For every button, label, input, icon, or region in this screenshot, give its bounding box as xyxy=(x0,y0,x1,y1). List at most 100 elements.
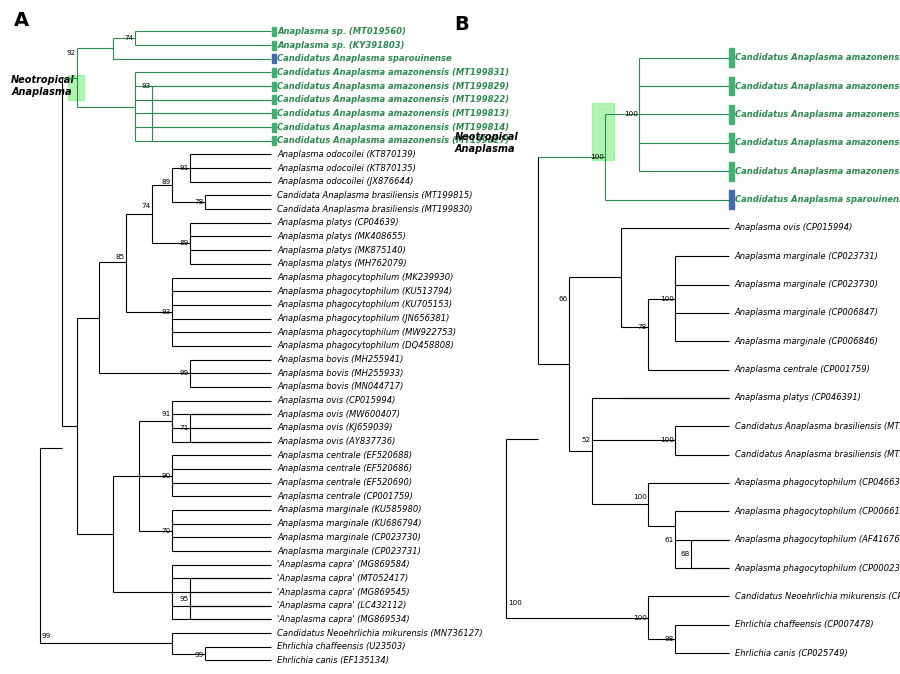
Text: Candidatus Anaplasma brasiliensis (MT267344): Candidatus Anaplasma brasiliensis (MT267… xyxy=(734,450,900,459)
Text: 68: 68 xyxy=(680,551,689,557)
Text: 100: 100 xyxy=(660,437,673,443)
Text: Candidatus Neoehrlichia mikurensis (CP066557): Candidatus Neoehrlichia mikurensis (CP06… xyxy=(734,592,900,601)
Text: 'Anaplasma capra' (LC432112): 'Anaplasma capra' (LC432112) xyxy=(277,601,407,610)
Text: 85: 85 xyxy=(115,254,124,260)
Text: Anaplasma phagocytophilum (AF416766): Anaplasma phagocytophilum (AF416766) xyxy=(734,535,900,544)
Text: Anaplasma bovis (MN044717): Anaplasma bovis (MN044717) xyxy=(277,382,403,392)
Text: Anaplasma platys (CP04639): Anaplasma platys (CP04639) xyxy=(277,218,399,227)
Bar xyxy=(592,103,614,160)
Text: 95: 95 xyxy=(179,596,188,602)
Bar xyxy=(729,133,733,152)
Text: 100: 100 xyxy=(590,154,604,160)
Bar xyxy=(272,82,275,90)
Text: Anaplasma marginale (CP023731): Anaplasma marginale (CP023731) xyxy=(734,251,878,261)
Text: 100: 100 xyxy=(633,615,646,621)
Text: Anaplasma phagocytophilum (CP046639): Anaplasma phagocytophilum (CP046639) xyxy=(734,479,900,487)
Text: Anaplasma odocoilei (KT870135): Anaplasma odocoilei (KT870135) xyxy=(277,164,416,173)
Text: Neotropical
Anaplasma: Neotropical Anaplasma xyxy=(454,132,518,154)
Text: Anaplasma centrale (EF520688): Anaplasma centrale (EF520688) xyxy=(277,451,412,460)
Text: Candidatus Neoehrlichia mikurensis (MN736127): Candidatus Neoehrlichia mikurensis (MN73… xyxy=(277,629,482,638)
Text: Candidatus Anaplasma sparouinense: Candidatus Anaplasma sparouinense xyxy=(277,54,452,63)
Text: 100: 100 xyxy=(660,296,673,302)
Text: A: A xyxy=(14,11,29,30)
Text: B: B xyxy=(454,16,469,34)
Text: Anaplasma marginale (KU686794): Anaplasma marginale (KU686794) xyxy=(277,519,421,528)
Text: 89: 89 xyxy=(162,179,171,185)
Text: 61: 61 xyxy=(664,537,673,543)
Text: Anaplasma marginale (KU585980): Anaplasma marginale (KU585980) xyxy=(277,506,421,514)
Text: 'Anaplasma capra' (MT052417): 'Anaplasma capra' (MT052417) xyxy=(277,574,409,583)
Text: Anaplasma ovis (CP015994): Anaplasma ovis (CP015994) xyxy=(734,223,853,233)
Text: 91: 91 xyxy=(179,165,188,171)
Text: Anaplasma platys (MK408655): Anaplasma platys (MK408655) xyxy=(277,232,406,241)
Text: Anaplasma sp. (KY391803): Anaplasma sp. (KY391803) xyxy=(277,40,405,49)
Text: Anaplasma marginale (CP023731): Anaplasma marginale (CP023731) xyxy=(277,547,421,555)
Text: Anaplasma phagocytophilum (KU513794): Anaplasma phagocytophilum (KU513794) xyxy=(277,286,453,296)
Text: 100: 100 xyxy=(508,601,522,607)
Text: Ehrlichia canis (CP025749): Ehrlichia canis (CP025749) xyxy=(734,648,848,658)
Bar xyxy=(729,105,733,124)
Text: Candidatus Anaplasma amazonensis (MT199831): Candidatus Anaplasma amazonensis (MT1998… xyxy=(277,68,509,77)
Text: 'Anaplasma capra' (MG869534): 'Anaplasma capra' (MG869534) xyxy=(277,615,410,624)
Text: Anaplasma marginale (CP023730): Anaplasma marginale (CP023730) xyxy=(734,280,878,289)
Text: Candidatus Anaplasma amazonensis (MT267354): Candidatus Anaplasma amazonensis (MT2673… xyxy=(734,138,900,148)
Text: 'Anaplasma capra' (MG869545): 'Anaplasma capra' (MG869545) xyxy=(277,588,410,596)
Text: 78: 78 xyxy=(637,324,646,330)
Text: Anaplasma centrale (CP001759): Anaplasma centrale (CP001759) xyxy=(734,365,870,374)
Text: Candidata Anaplasma brasiliensis (MT199815): Candidata Anaplasma brasiliensis (MT1998… xyxy=(277,191,472,200)
Text: Anaplasma marginale (CP023730): Anaplasma marginale (CP023730) xyxy=(277,533,421,542)
Text: 100: 100 xyxy=(633,494,646,500)
Text: Candidatus Anaplasma amazonensis (MT267350): Candidatus Anaplasma amazonensis (MT2673… xyxy=(734,110,900,119)
Text: Candidatus Anaplasma amazonensis (MT267352): Candidatus Anaplasma amazonensis (MT2673… xyxy=(734,166,900,176)
Text: 90: 90 xyxy=(162,472,171,479)
Text: Anaplasma sp. (MT019560): Anaplasma sp. (MT019560) xyxy=(277,27,406,36)
Bar xyxy=(272,68,275,77)
Text: Anaplasma platys (MH762079): Anaplasma platys (MH762079) xyxy=(277,259,407,268)
Text: Candidata Anaplasma brasiliensis (MT199830): Candidata Anaplasma brasiliensis (MT1998… xyxy=(277,205,472,214)
Bar xyxy=(729,190,733,209)
Text: Anaplasma ovis (CP015994): Anaplasma ovis (CP015994) xyxy=(277,396,395,405)
Text: 74: 74 xyxy=(142,203,151,209)
Text: 99: 99 xyxy=(179,370,188,376)
Text: Anaplasma phagocytophilum (MK239930): Anaplasma phagocytophilum (MK239930) xyxy=(277,273,454,282)
Text: 74: 74 xyxy=(124,35,133,41)
Bar xyxy=(729,162,733,181)
Bar xyxy=(729,49,733,67)
Text: Anaplasma platys (MK875140): Anaplasma platys (MK875140) xyxy=(277,245,406,255)
Text: Candidatus Anaplasma amazonensis (MT199814): Candidatus Anaplasma amazonensis (MT1998… xyxy=(277,123,509,131)
Text: Anaplasma phagocytophilum (DQ458808): Anaplasma phagocytophilum (DQ458808) xyxy=(277,342,454,350)
Text: 91: 91 xyxy=(162,411,171,417)
Text: Anaplasma phagocytophilum (CP000235): Anaplasma phagocytophilum (CP000235) xyxy=(734,563,900,572)
Text: Anaplasma centrale (EF520690): Anaplasma centrale (EF520690) xyxy=(277,478,412,487)
Text: Anaplasma phagocytophilum (CP006617): Anaplasma phagocytophilum (CP006617) xyxy=(734,507,900,516)
Text: Ehrlichia canis (EF135134): Ehrlichia canis (EF135134) xyxy=(277,656,389,665)
Text: Ehrlichia chaffeensis (CP007478): Ehrlichia chaffeensis (CP007478) xyxy=(734,620,874,630)
Bar xyxy=(272,109,275,118)
Text: Anaplasma phagocytophilum (KU705153): Anaplasma phagocytophilum (KU705153) xyxy=(277,301,453,309)
Text: 70: 70 xyxy=(162,528,171,534)
Bar xyxy=(272,27,275,36)
Text: 89: 89 xyxy=(179,241,188,246)
Text: Anaplasma bovis (MH255941): Anaplasma bovis (MH255941) xyxy=(277,355,403,364)
Text: 93: 93 xyxy=(142,83,151,89)
Text: 99: 99 xyxy=(194,652,204,658)
Text: Anaplasma marginale (CP006847): Anaplasma marginale (CP006847) xyxy=(734,309,878,317)
Text: Anaplasma odocoilei (JX876644): Anaplasma odocoilei (JX876644) xyxy=(277,177,414,186)
Text: Candidatus Anaplasma amazonensis (MT199829): Candidatus Anaplasma amazonensis (MT1998… xyxy=(277,82,509,90)
Text: Anaplasma marginale (CP006846): Anaplasma marginale (CP006846) xyxy=(734,337,878,346)
Text: 93: 93 xyxy=(162,309,171,315)
Text: Candidatus Anaplasma amazonensis (MT267346): Candidatus Anaplasma amazonensis (MT2673… xyxy=(734,53,900,62)
Text: Candidatus Anaplasma brasiliensis (MT267343): Candidatus Anaplasma brasiliensis (MT267… xyxy=(734,422,900,431)
Text: 100: 100 xyxy=(624,111,637,117)
Text: Candidatus Anaplasma amazonensis (MT199827): Candidatus Anaplasma amazonensis (MT1998… xyxy=(277,136,509,146)
Text: Ehrlichia chaffeensis (U23503): Ehrlichia chaffeensis (U23503) xyxy=(277,642,406,651)
Bar xyxy=(68,75,85,100)
Text: Anaplasma centrale (CP001759): Anaplasma centrale (CP001759) xyxy=(277,492,413,501)
Text: 'Anaplasma capra' (MG869584): 'Anaplasma capra' (MG869584) xyxy=(277,560,410,570)
Text: 71: 71 xyxy=(179,425,188,431)
Bar xyxy=(272,136,275,146)
Text: Anaplasma bovis (MH255933): Anaplasma bovis (MH255933) xyxy=(277,369,403,377)
Text: Candidatus Anaplasma amazonensis (MT199813): Candidatus Anaplasma amazonensis (MT1998… xyxy=(277,109,509,118)
Text: Anaplasma phagocytophilum (MW922753): Anaplasma phagocytophilum (MW922753) xyxy=(277,328,456,337)
Text: Neotropical
Anaplasma: Neotropical Anaplasma xyxy=(11,75,75,97)
